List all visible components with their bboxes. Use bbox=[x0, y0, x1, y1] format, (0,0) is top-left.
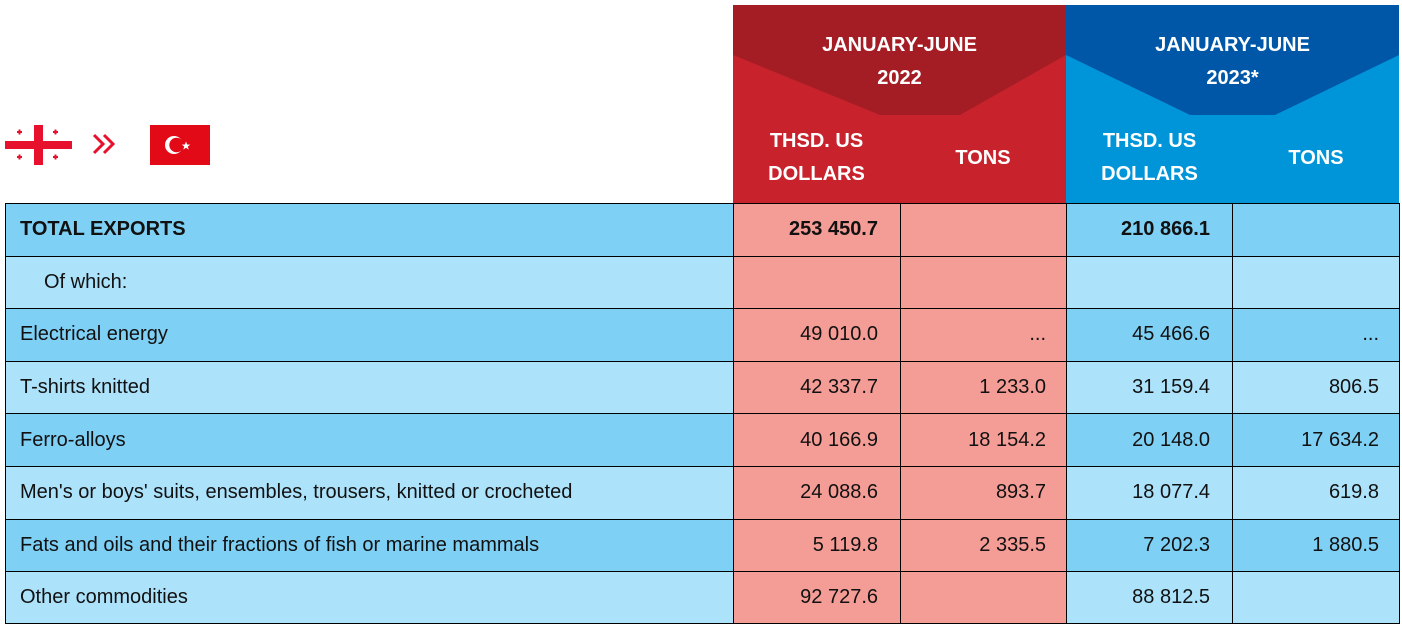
value-cell: 253 450.7 bbox=[733, 203, 901, 257]
value-cell: 2 335.5 bbox=[900, 518, 1067, 573]
period-title: JANUARY-JUNE 2023* bbox=[1066, 25, 1399, 99]
value-cell bbox=[900, 571, 1067, 624]
value-cell: 17 634.2 bbox=[1232, 413, 1400, 467]
header-graphics bbox=[5, 5, 1399, 204]
period-title: JANUARY-JUNE 2022 bbox=[733, 25, 1066, 99]
flag-turkey bbox=[150, 125, 210, 165]
period-title-text: JANUARY-JUNE 2022 bbox=[822, 34, 977, 89]
value-cell: 18 077.4 bbox=[1066, 466, 1233, 520]
row-label: T-shirts knitted bbox=[5, 360, 734, 415]
row-label: Electrical energy bbox=[5, 308, 734, 362]
value-cell: 20 148.0 bbox=[1066, 413, 1233, 467]
value-cell: 1 880.5 bbox=[1232, 518, 1400, 573]
value-cell: 893.7 bbox=[900, 466, 1067, 520]
value-cell bbox=[1232, 203, 1400, 257]
value-cell: 92 727.6 bbox=[733, 571, 901, 624]
row-label: Ferro-alloys bbox=[5, 413, 734, 467]
flag-georgia bbox=[5, 125, 72, 165]
column-header-text: THSD. US DOLLARS bbox=[1101, 130, 1198, 185]
column-header: TONS bbox=[1233, 122, 1399, 194]
value-cell: 210 866.1 bbox=[1066, 203, 1233, 257]
value-cell: 45 466.6 bbox=[1066, 308, 1233, 362]
value-cell: ... bbox=[1232, 308, 1400, 362]
column-header-text: TONS bbox=[1288, 146, 1344, 169]
value-cell bbox=[900, 203, 1067, 257]
value-cell: 7 202.3 bbox=[1066, 518, 1233, 573]
value-cell: 31 159.4 bbox=[1066, 360, 1233, 415]
period-title-text: JANUARY-JUNE 2023* bbox=[1155, 34, 1310, 89]
row-label: Other commodities bbox=[5, 571, 734, 624]
value-cell: 1 233.0 bbox=[900, 360, 1067, 415]
row-label: Fats and oils and their fractions of fis… bbox=[5, 518, 734, 573]
row-label: Of which: bbox=[5, 255, 734, 310]
period-chevron bbox=[733, 5, 1066, 115]
value-cell: 5 119.8 bbox=[733, 518, 901, 573]
value-cell: 806.5 bbox=[1232, 360, 1400, 415]
column-header: THSD. US DOLLARS bbox=[733, 122, 900, 194]
value-cell bbox=[1066, 255, 1233, 310]
value-cell: 49 010.0 bbox=[733, 308, 901, 362]
value-cell: 619.8 bbox=[1232, 466, 1400, 520]
value-cell: 24 088.6 bbox=[733, 466, 901, 520]
value-cell: 18 154.2 bbox=[900, 413, 1067, 467]
row-label: Men's or boys' suits, ensembles, trouser… bbox=[5, 466, 734, 520]
row-label: TOTAL EXPORTS bbox=[5, 203, 734, 257]
value-cell: 42 337.7 bbox=[733, 360, 901, 415]
column-header-text: THSD. US DOLLARS bbox=[768, 130, 865, 185]
value-cell bbox=[1232, 571, 1400, 624]
value-cell: 40 166.9 bbox=[733, 413, 901, 467]
column-header-text: TONS bbox=[955, 146, 1011, 169]
value-cell bbox=[900, 255, 1067, 310]
arrow-icon bbox=[92, 133, 116, 155]
value-cell bbox=[1232, 255, 1400, 310]
period-chevron bbox=[1066, 5, 1399, 115]
column-header: THSD. US DOLLARS bbox=[1066, 122, 1233, 194]
value-cell: 88 812.5 bbox=[1066, 571, 1233, 624]
value-cell: ... bbox=[900, 308, 1067, 362]
value-cell bbox=[733, 255, 901, 310]
column-header: TONS bbox=[900, 122, 1066, 194]
